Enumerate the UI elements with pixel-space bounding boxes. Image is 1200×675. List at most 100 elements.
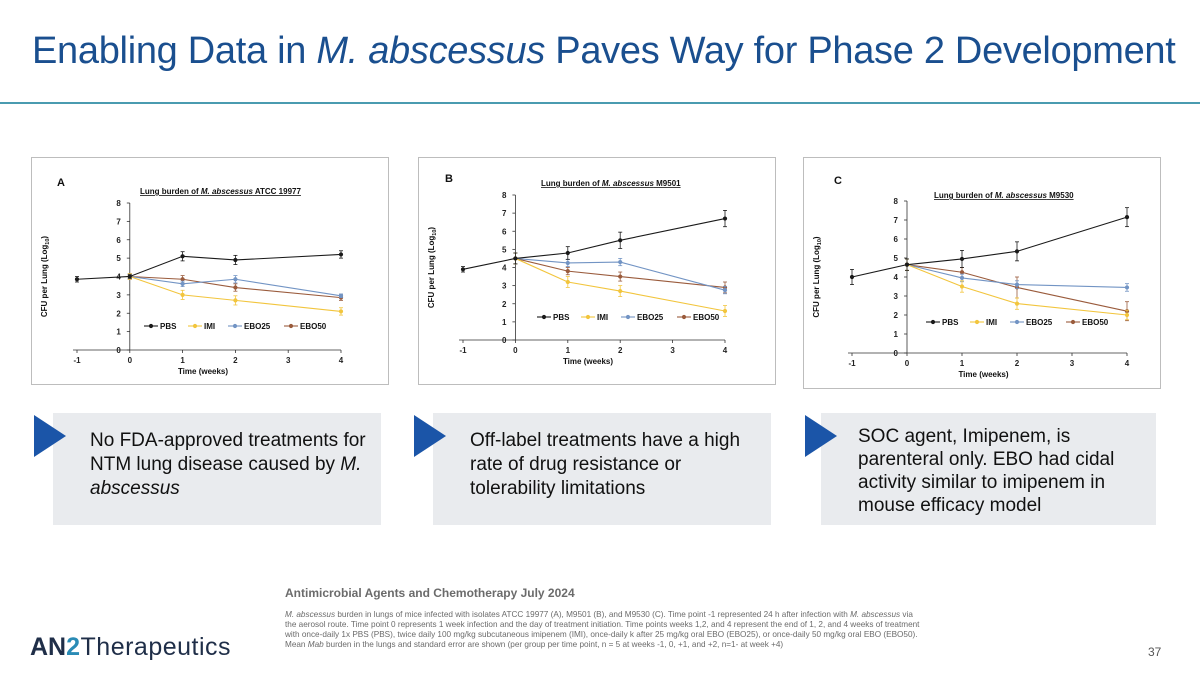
x-tick-label: 1 [180, 356, 185, 365]
y-tick-label: 8 [502, 191, 507, 200]
y-tick-label: 7 [116, 217, 121, 226]
y-tick-label: 6 [894, 235, 899, 244]
data-point-imi [565, 279, 570, 285]
y-tick-label: 0 [502, 336, 507, 345]
x-axis-label: Time (weeks) [958, 370, 1008, 379]
x-tick-label: 4 [339, 356, 344, 365]
data-point-ebo50 [233, 285, 238, 290]
chart-panel-b: B Lung burden of M. abscessus M9501 -1 0 1 2 3… [418, 157, 776, 385]
legend-label: PBS [160, 322, 177, 331]
y-tick-label: 4 [894, 273, 899, 282]
y-tick-label: 5 [894, 254, 899, 263]
slide-title: Enabling Data in M. abscessus Paves Way … [32, 30, 1176, 72]
data-point-pbs [849, 274, 855, 280]
data-point-pbs [74, 277, 80, 282]
data-point-ebo25 [618, 259, 623, 265]
legend-marker [930, 319, 936, 325]
legend-marker [192, 323, 198, 329]
y-tick-label: 3 [502, 282, 507, 291]
data-point-ebo25 [338, 293, 344, 298]
series-line-ebo25 [515, 257, 726, 291]
company-logo: AN2Therapeutics [30, 633, 232, 661]
series-line-imi [129, 275, 342, 312]
data-point-pbs [904, 262, 910, 267]
data-point-pbs [1124, 215, 1130, 220]
y-tick-label: 1 [502, 318, 507, 327]
chart-svg: A Lung burden of M. abscessus ATCC 19977 -… [40, 177, 344, 376]
data-point-pbs [618, 238, 623, 243]
x-tick-label: 1 [566, 346, 571, 355]
legend-marker [232, 323, 238, 329]
data-point-imi [618, 288, 623, 294]
chart-panel-a: A Lung burden of M. abscessus ATCC 19977 -… [31, 157, 389, 385]
data-point-ebo25 [565, 260, 570, 266]
legend-label: PBS [553, 313, 570, 322]
footnote: M. abscessus burden in lungs of mice inf… [285, 610, 920, 649]
data-point-pbs [460, 267, 466, 272]
callout-box-3 [821, 413, 1156, 525]
series-line-ebo50 [906, 264, 1128, 312]
y-tick-label: 5 [116, 254, 121, 263]
callout-box-1 [53, 413, 381, 525]
data-point-ebo50 [959, 270, 965, 275]
series-line-ebo50 [129, 275, 342, 299]
chart-svg: B Lung burden of M. abscessus M9501 -1 0 1 2 3… [427, 173, 728, 366]
y-tick-label: 6 [502, 227, 507, 236]
chart-title: Lung burden of M. abscessus ATCC 19977 [140, 187, 301, 196]
chart-svg: C Lung burden of M. abscessus M9530 -1 0 1 2 3… [812, 175, 1130, 379]
y-tick-label: 8 [894, 197, 899, 206]
legend-marker [541, 314, 547, 320]
arrow-icon [34, 415, 66, 457]
y-tick-label: 7 [894, 216, 899, 225]
x-tick-label: 4 [1125, 359, 1130, 368]
series-line-ebo25 [906, 264, 1128, 288]
x-tick-label: -1 [73, 356, 81, 365]
legend-label: EBO25 [637, 313, 664, 322]
data-point-ebo25 [1014, 282, 1020, 287]
data-point-pbs [959, 256, 965, 262]
series-line-imi [515, 257, 726, 312]
x-tick-label: 3 [286, 356, 291, 365]
data-point-ebo50 [618, 274, 623, 279]
x-tick-label: 2 [1015, 359, 1020, 368]
arrow-icon [805, 415, 837, 457]
callout-box-2 [433, 413, 771, 525]
x-tick-label: -1 [459, 346, 467, 355]
data-point-pbs [722, 216, 728, 221]
data-point-pbs [513, 256, 518, 261]
data-point-imi [959, 284, 965, 289]
legend-marker [148, 323, 154, 329]
panel-label: B [445, 173, 453, 185]
series-line-ebo25 [129, 275, 342, 297]
y-tick-label: 2 [894, 311, 899, 320]
legend-marker [681, 314, 687, 320]
x-tick-label: 3 [670, 346, 675, 355]
series-line-pbs [851, 216, 1128, 278]
data-point-pbs [1014, 249, 1020, 254]
y-tick-label: 2 [116, 309, 121, 318]
data-point-imi [722, 308, 728, 314]
callout-text-1: No FDA-approved treatments for NTM lung … [90, 430, 366, 499]
x-tick-label: 2 [618, 346, 623, 355]
y-tick-label: 6 [116, 236, 121, 245]
data-point-imi [180, 292, 185, 297]
legend-marker [288, 323, 294, 329]
data-point-ebo25 [180, 281, 185, 286]
legend-label: EBO50 [1082, 318, 1109, 327]
y-tick-label: 5 [502, 245, 507, 254]
legend-label: IMI [986, 318, 997, 327]
x-tick-label: 0 [905, 359, 910, 368]
data-point-imi [1014, 301, 1020, 306]
callout-text-2: Off-label treatments have a high rate of… [470, 430, 741, 499]
page-number: 37 [1148, 645, 1162, 659]
legend-label: EBO50 [693, 313, 720, 322]
y-tick-label: 0 [116, 346, 121, 355]
citation: Antimicrobial Agents and Chemotherapy Ju… [285, 586, 575, 600]
data-point-ebo25 [1124, 285, 1130, 290]
data-point-ebo25 [722, 288, 728, 293]
panel-label: C [834, 175, 842, 187]
data-point-imi [338, 309, 344, 314]
data-point-imi [233, 298, 238, 303]
y-axis-label: CFU per Lung (Log10) [427, 227, 438, 309]
callout-text-3: SOC agent, Imipenem, is parenteral only.… [858, 426, 1115, 516]
